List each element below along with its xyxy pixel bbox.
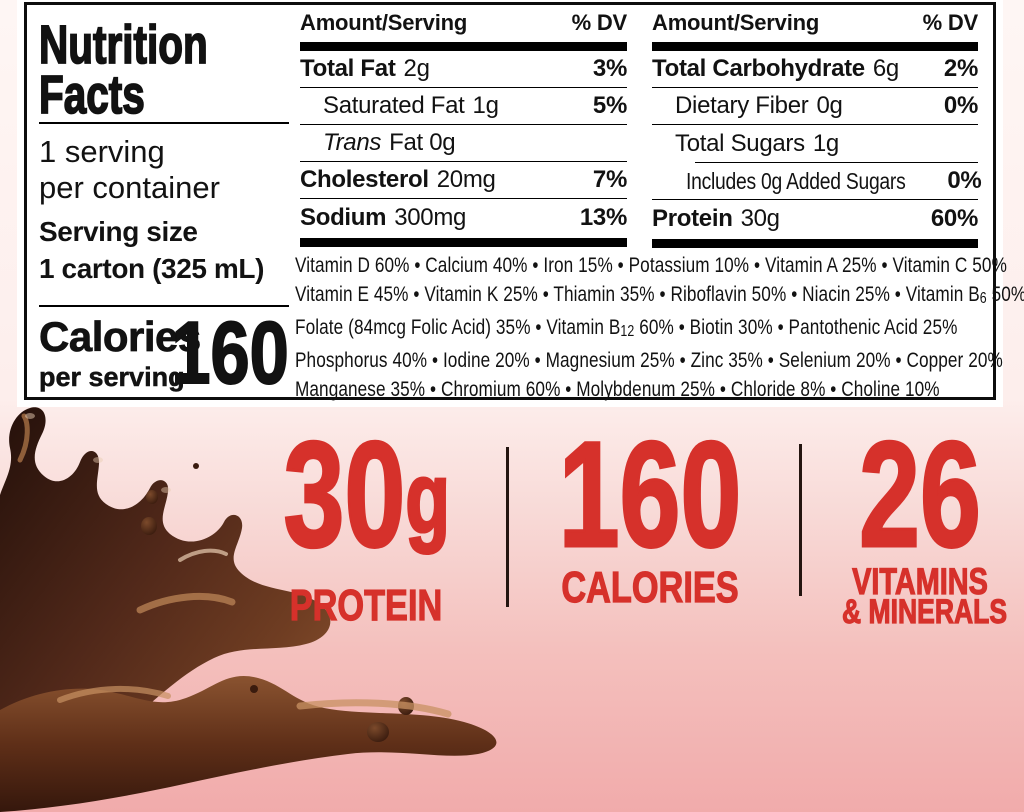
nutrition-facts-right-column: Amount/Serving % DV Total Carbohydrate 6… (652, 10, 982, 394)
nutrient-row-saturated-fat: Saturated Fat 1g 5% (300, 88, 627, 125)
title-line-2: Facts (38, 65, 145, 125)
thick-rule (652, 42, 978, 51)
dv-header: % DV (571, 10, 628, 35)
vitamins-count: 26 (858, 410, 982, 578)
vitamins-line: Vitamin E 45% • Vitamin K 25% • Thiamin … (295, 282, 1024, 307)
partial-rule (695, 162, 978, 163)
vitamins-minerals-list: Vitamin D 60% • Calcium 40% • Iron 15% •… (295, 251, 1024, 404)
calories-value: 160 (171, 303, 290, 402)
amount-serving-header: Amount/Serving (652, 10, 820, 35)
nutrient-row-total-carbohydrate: Total Carbohydrate 6g 2% (652, 51, 978, 88)
vitamins-claim-label: VITAMINS (852, 561, 989, 602)
vitamins-line: Vitamin D 60% • Calcium 40% • Iron 15% •… (295, 253, 1007, 277)
thick-rule (300, 238, 627, 247)
amount-serving-header: Amount/Serving (300, 10, 468, 35)
vitamins-line: Phosphorus 40% • Iodine 20% • Magnesium … (295, 347, 1003, 372)
nutrient-row-cholesterol: Cholesterol 20mg 7% (300, 162, 627, 199)
title-rule (39, 122, 289, 124)
calories-claim-label: CALORIES (561, 563, 739, 612)
servings-per-container: 1 serving per container (39, 134, 220, 205)
nutrition-facts-middle-column: Amount/Serving % DV Total Fat 2g 3% Satu… (300, 10, 627, 394)
vitamins-line: Folate (84mcg Folic Acid) 35% • Vitamin … (295, 314, 958, 340)
calories-sub-label: per serving (39, 362, 185, 393)
thick-rule (300, 42, 627, 51)
calories-amount: 160 (558, 410, 743, 578)
vitamins-claim: 26 VITAMINS & MINERALS (820, 410, 1020, 631)
column-header: Amount/Serving % DV (300, 10, 627, 40)
protein-unit: g (404, 441, 451, 556)
nutrient-row-protein: Protein 30g 60% (652, 204, 978, 232)
nutrition-facts-title: Nutrition Facts (38, 15, 208, 125)
claim-divider (799, 444, 802, 596)
title-line-1: Nutrition (38, 15, 208, 75)
column-header: Amount/Serving % DV (652, 10, 978, 40)
minerals-claim-label: & MINERALS (842, 593, 1008, 631)
serving-size: Serving size 1 carton (325 mL) (39, 216, 265, 284)
nutrition-facts-label: Nutrition Facts 1 serving per container … (24, 2, 1024, 402)
protein-claim: 30g PROTEIN (236, 410, 496, 630)
chocolate-splash-image (0, 407, 497, 812)
protein-amount: 30g (282, 410, 451, 578)
vitamins-line: Manganese 35% • Chromium 60% • Molybdenu… (295, 376, 940, 401)
dv-header: % DV (922, 10, 979, 35)
calories-label: Calories (39, 313, 202, 360)
claim-divider (506, 447, 509, 607)
nutrient-row-total-fat: Total Fat 2g 3% (300, 51, 627, 88)
nutrient-row-total-sugars: Total Sugars 1g (675, 129, 839, 157)
nutrient-row-dietary-fiber: Dietary Fiber 0g 0% (652, 88, 978, 125)
thick-rule (652, 239, 978, 248)
calories-rule (39, 305, 289, 307)
nutrition-facts-left-column: Nutrition Facts 1 serving per container … (38, 10, 293, 402)
nutrient-row-trans-fat: Trans Fat 0g (300, 125, 627, 162)
nutrient-row-sodium: Sodium 300mg 13% (300, 203, 627, 231)
nutrient-row-added-sugars: Includes 0g Added Sugars 0% (652, 163, 982, 200)
protein-label: PROTEIN (289, 581, 443, 630)
calories-claim: 160 CALORIES (515, 410, 785, 612)
